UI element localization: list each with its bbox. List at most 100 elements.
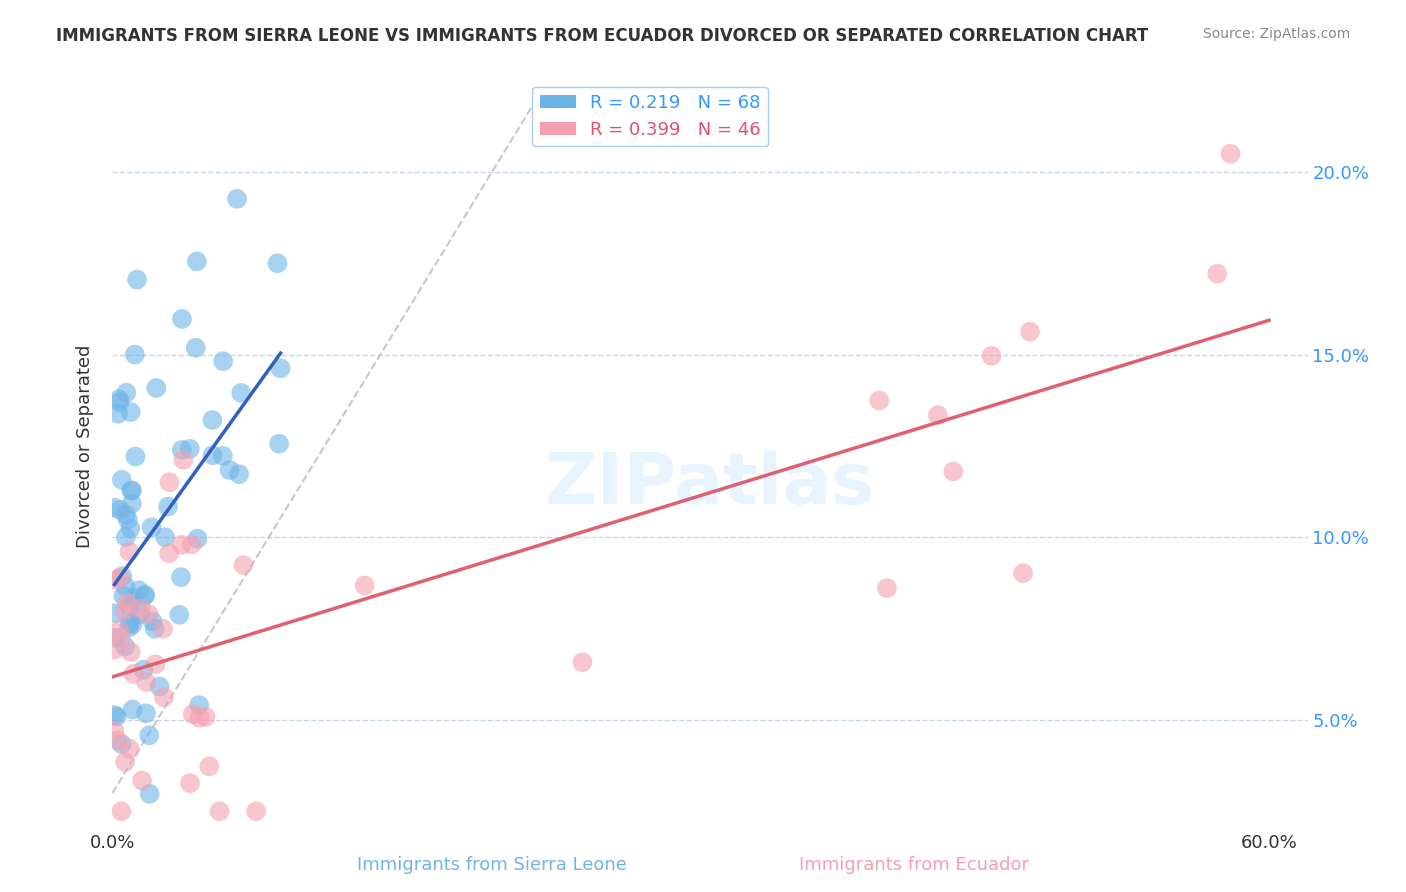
Point [157,475,180,490]
Point [124,450,146,464]
Point [121,483,143,498]
Point [172,452,194,467]
Point [103,642,125,657]
Point [228,467,250,482]
Point [157,546,180,560]
Point [208,805,231,819]
Point [186,254,208,268]
Point [179,776,201,790]
Point [927,408,949,422]
Point [211,449,233,463]
Point [169,607,191,622]
Text: IMMIGRANTS FROM SIERRA LEONE VS IMMIGRANTS FROM ECUADOR DIVORCED OR SEPARATED CO: IMMIGRANTS FROM SIERRA LEONE VS IMMIGRAN… [56,27,1149,45]
Point [156,500,179,514]
Point [138,728,160,742]
Point [115,596,138,610]
Point [170,570,193,584]
Point [138,607,160,622]
Point [145,381,167,395]
Point [132,663,155,677]
Point [181,707,204,722]
Point [125,272,148,286]
Point [118,615,141,630]
Point [103,631,125,645]
Point [353,578,375,592]
Point [114,580,136,594]
Point [231,385,253,400]
Point [226,192,249,206]
Point [129,607,152,622]
Point [1012,566,1035,580]
Point [153,690,176,705]
Point [1206,267,1229,281]
Point [111,569,134,583]
Y-axis label: Divorced or Separated: Divorced or Separated [76,344,94,548]
Point [143,622,166,636]
Point [112,589,135,603]
Point [170,442,193,457]
Point [107,407,129,421]
Point [114,755,136,769]
Point [108,392,131,407]
Point [876,581,898,595]
Point [135,706,157,721]
Point [142,615,165,629]
Point [122,591,145,606]
Point [134,588,156,602]
Point [942,464,965,478]
Point [266,256,288,270]
Point [118,741,141,756]
Point [1019,325,1042,339]
Point [181,537,204,551]
Point [105,709,128,723]
Legend: R = 0.219   N = 68, R = 0.399   N = 46: R = 0.219 N = 68, R = 0.399 N = 46 [533,87,768,146]
Point [108,395,131,409]
Point [179,442,201,456]
Point [122,666,145,681]
Point [212,354,235,368]
Point [186,532,208,546]
Point [110,805,132,819]
Point [145,657,167,672]
Point [571,655,593,669]
Point [120,521,142,535]
Point [980,349,1002,363]
Point [104,607,127,621]
Text: ZIPatlas: ZIPatlas [546,450,875,519]
Point [184,341,207,355]
Point [194,710,217,724]
Point [117,513,139,527]
Point [148,680,170,694]
Point [129,601,152,615]
Point [245,805,267,819]
Point [201,413,224,427]
Point [152,622,174,636]
Point [107,733,129,747]
Point [153,530,176,544]
Point [110,737,132,751]
Point [128,583,150,598]
Point [114,640,136,654]
Point [115,508,138,522]
Point [121,702,143,716]
Point [141,520,163,534]
Point [118,544,141,558]
Point [124,347,146,361]
Text: Immigrants from Sierra Leone: Immigrants from Sierra Leone [357,856,627,874]
Point [121,617,143,632]
Point [868,393,890,408]
Point [115,385,138,400]
Point [115,530,138,544]
Point [188,711,211,725]
Point [103,500,125,515]
Point [118,620,141,634]
Point [104,708,127,723]
Point [110,631,132,645]
Point [108,502,131,516]
Point [188,698,211,712]
Point [131,773,153,788]
Point [104,573,127,587]
Point [108,624,131,638]
Point [114,604,136,618]
Point [118,599,141,614]
